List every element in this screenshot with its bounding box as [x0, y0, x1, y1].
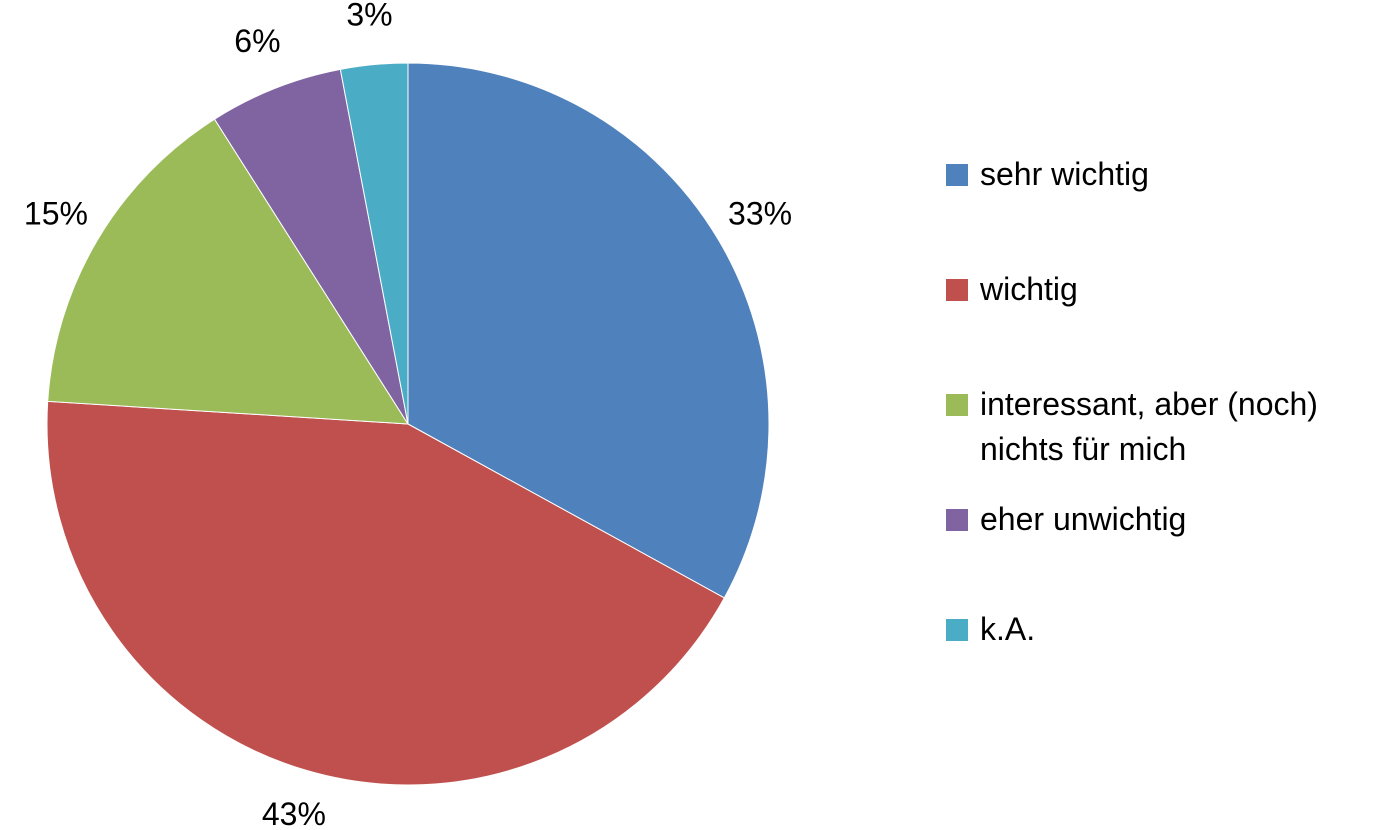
legend-swatch [946, 394, 968, 416]
legend-swatch [946, 164, 968, 186]
legend-item: interessant, aber (noch) nichts für mich [946, 382, 1366, 472]
legend-label: sehr wichtig [980, 156, 1149, 192]
pie-slice [47, 118, 409, 425]
pie-slice [407, 62, 770, 599]
data-label: 33% [728, 195, 792, 231]
legend-item: wichtig [946, 267, 1366, 312]
legend-item: sehr wichtig [946, 152, 1366, 197]
data-label: 15% [24, 195, 88, 231]
legend-label: interessant, aber (noch) nichts für mich [980, 386, 1318, 467]
legend-swatch [946, 509, 968, 531]
data-label: 6% [234, 23, 280, 59]
legend-swatch [946, 619, 968, 641]
pie-slice [46, 400, 726, 786]
legend-item: k.A. [946, 607, 1366, 652]
pie-slice [213, 68, 409, 425]
data-label: 3% [346, 0, 392, 32]
legend-label: k.A. [980, 611, 1036, 647]
pie-slice [339, 62, 409, 425]
legend-label: eher unwichtig [980, 501, 1187, 537]
legend-swatch [946, 279, 968, 301]
data-label: 43% [262, 796, 326, 830]
legend-item: eher unwichtig [946, 497, 1366, 542]
legend-label: wichtig [980, 271, 1078, 307]
